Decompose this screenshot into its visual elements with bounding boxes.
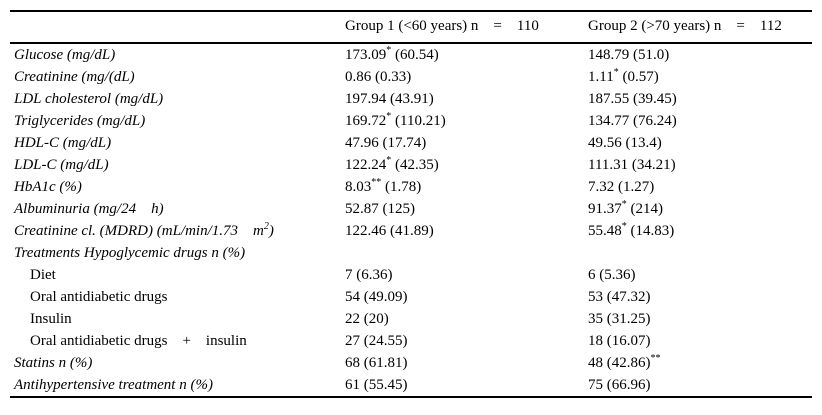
group1-value: 7 (6.36): [345, 267, 393, 283]
row-label: Treatments Hypoglycemic drugs n (%): [14, 245, 246, 261]
table-row: LDL cholesterol (mg/dL) 197.94 (43.91) 187…: [10, 88, 812, 110]
data-table: Group 1 (<60 years) n = 110 Group 2 (>70…: [10, 10, 812, 398]
group2-value: 75 (66.96): [588, 377, 651, 393]
group2-value: 111.31 (34.21): [588, 157, 676, 173]
group2-value: 35 (31.25): [588, 311, 651, 327]
superscript-marker: *: [386, 155, 392, 166]
group2-value: 49.56 (13.4): [588, 135, 662, 151]
row-label: Creatinine (mg/(dL): [14, 69, 135, 85]
group1-value: 54 (49.09): [345, 289, 408, 305]
group2-value: 148.79 (51.0): [588, 47, 670, 63]
table-header: Group 1 (<60 years) n = 110 Group 2 (>70…: [10, 11, 812, 44]
table-row: HbA1c (%) 8.03** (1.78) 7.32 (1.27): [10, 176, 812, 198]
group1-value: 197.94 (43.91): [345, 91, 434, 107]
superscript-marker: *: [386, 111, 392, 122]
table-row: Glucose (mg/dL) 173.09* (60.54) 148.79 (51…: [10, 43, 812, 66]
group1-value: 61 (55.45): [345, 377, 408, 393]
group1-value: [345, 242, 588, 264]
group2-value: 134.77 (76.24): [588, 113, 677, 129]
group1-value: 169.72* (110.21): [345, 111, 446, 130]
group1-value: 122.46 (41.89): [345, 223, 434, 239]
group2-value: 53 (47.32): [588, 289, 651, 305]
table-row: HDL-C (mg/dL) 47.96 (17.74) 49.56 (13.4): [10, 132, 812, 154]
group2-value: 55.48* (14.83): [588, 221, 675, 240]
group2-value: 6 (5.36): [588, 267, 636, 283]
row-label: Diet: [30, 267, 56, 283]
table-row: Albuminuria (mg/24 h) 52.87 (125) 91.37* (…: [10, 198, 812, 220]
group2-value: 91.37* (214): [588, 199, 663, 218]
table-row: Insulin 22 (20) 35 (31.25): [10, 308, 812, 330]
header-group2: Group 2 (>70 years) n = 112: [588, 11, 812, 44]
header-row: Group 1 (<60 years) n = 110 Group 2 (>70…: [10, 11, 812, 44]
group1-value: 52.87 (125): [345, 201, 415, 217]
group2-value: 18 (16.07): [588, 333, 651, 349]
table-body: Glucose (mg/dL) 173.09* (60.54) 148.79 (51…: [10, 43, 812, 397]
group1-value: 47.96 (17.74): [345, 135, 427, 151]
table-row: LDL-C (mg/dL) 122.24* (42.35) 111.31 (34.2…: [10, 154, 812, 176]
row-label: LDL-C (mg/dL): [14, 157, 109, 173]
row-label: Statins n (%): [14, 355, 93, 371]
table-row: Oral antidiabetic drugs + insulin 27 (24.…: [10, 330, 812, 352]
row-label: Triglycerides (mg/dL): [14, 113, 146, 129]
table-row: Diet 7 (6.36) 6 (5.36): [10, 264, 812, 286]
superscript-marker: **: [371, 177, 382, 188]
row-label: Glucose (mg/dL): [14, 47, 116, 63]
row-label: LDL cholesterol (mg/dL): [14, 91, 164, 107]
table-row: Antihypertensive treatment n (%) 61 (55.4…: [10, 374, 812, 397]
superscript-marker: *: [386, 45, 392, 56]
superscript-marker: **: [650, 353, 661, 364]
row-label: HDL-C (mg/dL): [14, 135, 112, 151]
group1-value: 173.09* (60.54): [345, 45, 439, 64]
header-label-column: [10, 11, 345, 44]
row-label: Insulin: [30, 311, 72, 327]
superscript-marker: 2: [263, 221, 269, 232]
clinical-comparison-table: Group 1 (<60 years) n = 110 Group 2 (>70…: [10, 10, 812, 398]
table-row: Oral antidiabetic drugs 54 (49.09) 53 (47.…: [10, 286, 812, 308]
group2-value: 1.11* (0.57): [588, 67, 659, 86]
row-label: Oral antidiabetic drugs + insulin: [30, 333, 247, 349]
row-label: Creatinine cl. (MDRD) (mL/min/1.73 m2): [14, 221, 274, 240]
table-row: Creatinine cl. (MDRD) (mL/min/1.73 m2) 12…: [10, 220, 812, 242]
group1-value: 122.24* (42.35): [345, 155, 439, 174]
group2-value: [588, 242, 812, 264]
row-label: Oral antidiabetic drugs: [30, 289, 168, 305]
table-row: Creatinine (mg/(dL) 0.86 (0.33) 1.11* (0.5…: [10, 66, 812, 88]
table-row: Treatments Hypoglycemic drugs n (%): [10, 242, 812, 264]
group1-value: 22 (20): [345, 311, 389, 327]
superscript-marker: *: [613, 67, 619, 78]
group2-value: 7.32 (1.27): [588, 179, 655, 195]
table-row: Statins n (%) 68 (61.81) 48 (42.86)**: [10, 352, 812, 374]
row-label: Antihypertensive treatment n (%): [14, 377, 213, 393]
row-label: Albuminuria (mg/24 h): [14, 201, 164, 217]
superscript-marker: *: [621, 221, 627, 232]
header-group1: Group 1 (<60 years) n = 110: [345, 11, 588, 44]
group1-value: 68 (61.81): [345, 355, 408, 371]
table-row: Triglycerides (mg/dL) 169.72* (110.21) 134…: [10, 110, 812, 132]
group2-value: 187.55 (39.45): [588, 91, 677, 107]
row-label: HbA1c (%): [14, 179, 82, 195]
group1-value: 0.86 (0.33): [345, 69, 412, 85]
superscript-marker: *: [621, 199, 627, 210]
group2-value: 48 (42.86)**: [588, 353, 661, 372]
group1-value: 27 (24.55): [345, 333, 408, 349]
group1-value: 8.03** (1.78): [345, 177, 422, 196]
